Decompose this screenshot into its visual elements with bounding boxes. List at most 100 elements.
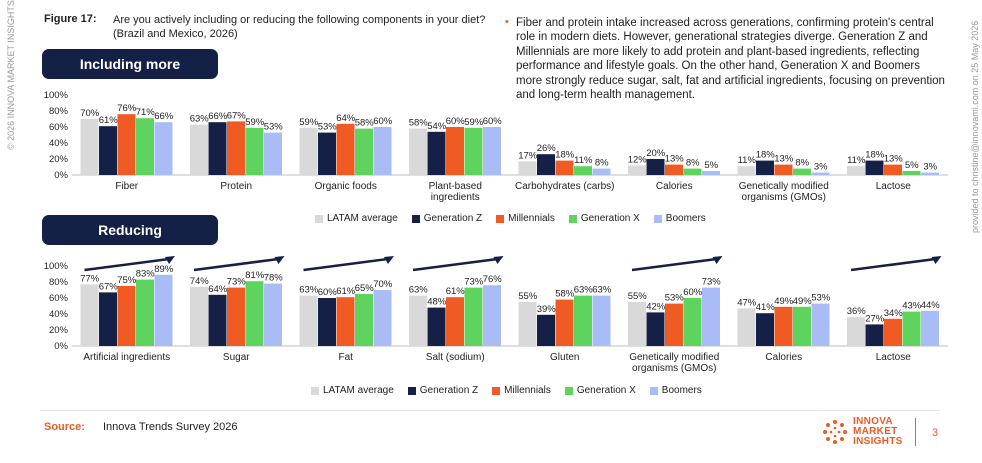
data-label: 11% <box>847 155 866 166</box>
bar-organic-foods-millennials <box>336 123 355 175</box>
bar-calories-generation-z <box>756 313 774 346</box>
data-label: 8% <box>595 158 609 169</box>
bar-artificial-ingredients-millennials <box>117 286 136 346</box>
category-label: Fiber <box>115 181 138 192</box>
trend-arrow-head-icon <box>493 256 504 264</box>
bar-fiber-millennials <box>117 114 136 175</box>
data-label: 12% <box>628 154 648 165</box>
data-label: 73% <box>227 277 247 288</box>
y-tick-label: 80% <box>49 277 69 288</box>
legend-item-generation-x: Generation X <box>564 385 636 396</box>
category-label: Gluten <box>550 352 579 363</box>
bar-lactose-millennials <box>884 318 902 346</box>
bar-organic-foods-latam-average <box>299 127 318 175</box>
bar-sugar-generation-z <box>208 294 227 346</box>
bar-artificial-ingredients-boomers <box>154 274 173 346</box>
data-label: 70% <box>373 279 393 290</box>
data-label: 5% <box>704 160 718 171</box>
insight-text: Fiber and protein intake increased acros… <box>516 17 945 102</box>
data-label: 39% <box>537 304 557 315</box>
bar-lactose-generation-x <box>902 311 921 346</box>
bar-genetically-modified-organisms-gmos-boomers <box>702 287 720 346</box>
category-label: Calories <box>656 181 693 192</box>
bar-sugar-millennials <box>227 287 245 346</box>
data-label: 53% <box>665 293 685 304</box>
source-label: Source: <box>44 421 85 433</box>
legend-swatch <box>411 214 420 223</box>
bar-fiber-generation-z <box>99 126 117 175</box>
bar-calories-boomers <box>702 171 720 175</box>
bar-calories-boomers <box>811 303 830 346</box>
data-label: 76% <box>483 274 503 285</box>
bar-lactose-latam-average <box>847 166 865 175</box>
bar-genetically-modified-organisms-gmos-millennials <box>665 303 683 346</box>
trend-arrow-head-icon <box>274 256 285 264</box>
category-label: Lactose <box>876 181 911 192</box>
category-label: Sugar <box>223 352 250 363</box>
bar-organic-foods-boomers <box>373 127 392 175</box>
category-label: Salt (sodium) <box>426 352 485 363</box>
data-label: 76% <box>117 103 137 114</box>
bar-calories-generation-z <box>646 159 665 175</box>
bar-fiber-latam-average <box>80 119 99 175</box>
figure-label: Figure 17: <box>44 13 97 25</box>
section-including-more: Including more <box>42 49 218 79</box>
data-label: 60% <box>318 287 338 298</box>
legend-swatch <box>315 214 323 223</box>
data-label: 74% <box>190 276 210 287</box>
legend-label: Millennials <box>504 385 551 396</box>
bar-plant-based-ingredients-millennials <box>446 127 464 175</box>
legend-swatch <box>653 214 662 223</box>
bar-lactose-millennials <box>884 164 902 175</box>
bar-artificial-ingredients-latam-average <box>80 284 99 346</box>
bar-protein-generation-x <box>245 127 264 175</box>
y-tick-label: 0% <box>54 341 68 352</box>
data-label: 20% <box>646 148 666 159</box>
data-label: 66% <box>208 111 228 122</box>
trend-arrow-icon <box>850 257 936 272</box>
data-label: 60% <box>446 116 466 127</box>
bar-carbohydrates-carbs-boomers <box>592 168 611 175</box>
bar-plant-based-ingredients-generation-z <box>427 131 446 175</box>
footer-divider <box>40 410 940 411</box>
data-label: 81% <box>245 270 265 281</box>
trend-arrow-icon <box>412 257 498 272</box>
bar-protein-generation-z <box>208 122 227 175</box>
reducing-chart: 0% 20% 40% 60% 80% 100% 77%67%75%83% 89% Artific… <box>44 256 948 374</box>
bar-lactose-generation-z <box>865 324 884 346</box>
bar-sugar-generation-x <box>245 281 264 346</box>
trend-arrow-icon <box>84 257 170 272</box>
data-label: 60% <box>373 116 393 127</box>
bar-fiber-boomers <box>154 122 173 175</box>
legend-swatch <box>564 386 573 395</box>
y-tick-label: 20% <box>49 325 69 336</box>
y-tick-label: 40% <box>49 309 69 320</box>
page-number: 3 <box>932 427 939 439</box>
logo-dots-icon <box>823 420 847 444</box>
bar-calories-latam-average <box>628 165 646 175</box>
y-tick-label: 80% <box>49 106 69 117</box>
data-label: 77% <box>80 273 100 284</box>
data-label: 54% <box>427 121 447 132</box>
bar-gluten-latam-average <box>518 302 537 346</box>
category-label: Genetically modified <box>629 352 719 363</box>
legend-item-boomers: Boomers <box>649 385 702 396</box>
including-legend: LATAM average Generation Z Millennials Gene… <box>315 213 706 224</box>
bar-genetically-modified-organisms-gmos-latam-average <box>628 302 646 346</box>
data-label: 60% <box>683 287 703 298</box>
bar-genetically-modified-organisms-gmos-boomers <box>811 172 830 175</box>
data-label: 83% <box>136 269 156 280</box>
data-label: 70% <box>80 108 100 119</box>
data-label: 53% <box>811 293 831 304</box>
category-label: organisms (GMOs) <box>632 363 716 374</box>
bar-organic-foods-generation-x <box>355 128 373 175</box>
bar-plant-based-ingredients-boomers <box>483 127 501 175</box>
y-tick-label: 60% <box>49 122 69 133</box>
bar-salt-sodium-latam-average <box>409 295 427 346</box>
bullet-icon: • <box>505 16 509 28</box>
bar-lactose-boomers <box>921 310 939 346</box>
logo-word-3: INSIGHTS <box>853 436 903 447</box>
data-label: 49% <box>793 296 813 307</box>
category-label: Lactose <box>876 352 911 363</box>
trend-arrow-head-icon <box>712 256 723 264</box>
